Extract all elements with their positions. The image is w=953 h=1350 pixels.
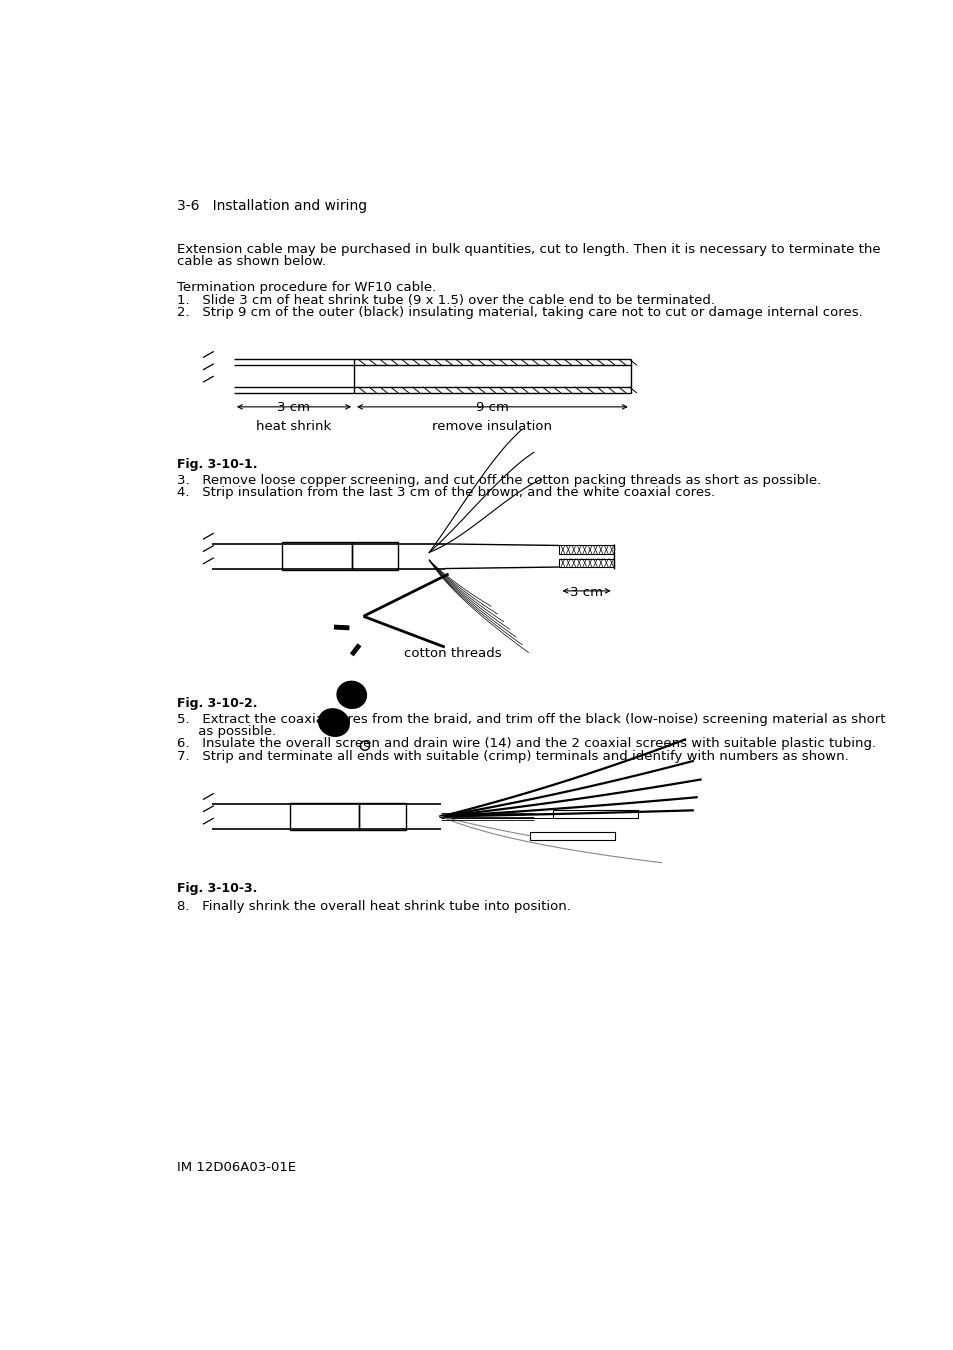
Bar	[359, 803, 406, 830]
Text: Termination procedure for WF10 cable.: Termination procedure for WF10 cable.	[177, 281, 436, 294]
Text: 3 cm: 3 cm	[276, 401, 310, 414]
Text: Fig. 3-10-2.: Fig. 3-10-2.	[177, 697, 257, 710]
Text: 3 cm: 3 cm	[570, 586, 602, 598]
Text: cable as shown below.: cable as shown below.	[177, 255, 326, 269]
Bar	[553, 810, 638, 818]
Bar	[290, 803, 359, 830]
Text: remove insulation: remove insulation	[432, 420, 552, 433]
Bar	[530, 832, 615, 840]
Text: cotton threads: cotton threads	[403, 647, 500, 660]
Text: 6.   Insulate the overall screen and drain wire (14) and the 2 coaxial screens w: 6. Insulate the overall screen and drain…	[177, 737, 876, 751]
Text: 8.   Finally shrink the overall heat shrink tube into position.: 8. Finally shrink the overall heat shrin…	[177, 899, 571, 913]
Bar	[352, 543, 397, 570]
Ellipse shape	[318, 709, 349, 736]
Text: Fig. 3-10-1.: Fig. 3-10-1.	[177, 459, 257, 471]
Text: 7.   Strip and terminate all ends with suitable (crimp) terminals and identify w: 7. Strip and terminate all ends with sui…	[177, 749, 848, 763]
Text: 2.   Strip 9 cm of the outer (black) insulating material, taking care not to cut: 2. Strip 9 cm of the outer (black) insul…	[177, 306, 862, 319]
Bar	[558, 545, 613, 554]
Text: 3-6   Installation and wiring: 3-6 Installation and wiring	[177, 198, 367, 213]
Text: 1.   Slide 3 cm of heat shrink tube (9 x 1.5) over the cable end to be terminate: 1. Slide 3 cm of heat shrink tube (9 x 1…	[177, 294, 715, 306]
Text: 9 cm: 9 cm	[476, 401, 508, 414]
Text: heat shrink: heat shrink	[255, 420, 331, 433]
Text: as possible.: as possible.	[177, 725, 276, 738]
Ellipse shape	[336, 682, 366, 709]
Text: 5.   Extract the coaxial cores from the braid, and trim off the black (low-noise: 5. Extract the coaxial cores from the br…	[177, 713, 885, 725]
Text: 4.   Strip insulation from the last 3 cm of the brown, and the white coaxial cor: 4. Strip insulation from the last 3 cm o…	[177, 486, 715, 500]
Text: Fig. 3-10-3.: Fig. 3-10-3.	[177, 882, 257, 895]
Text: 3.   Remove loose copper screening, and cut off the cotton packing threads as sh: 3. Remove loose copper screening, and cu…	[177, 474, 821, 487]
Text: IM 12D06A03-01E: IM 12D06A03-01E	[177, 1161, 296, 1174]
Bar	[558, 559, 613, 567]
Text: Extension cable may be purchased in bulk quantities, cut to length. Then it is n: Extension cable may be purchased in bulk…	[177, 243, 880, 256]
Bar	[282, 543, 352, 570]
